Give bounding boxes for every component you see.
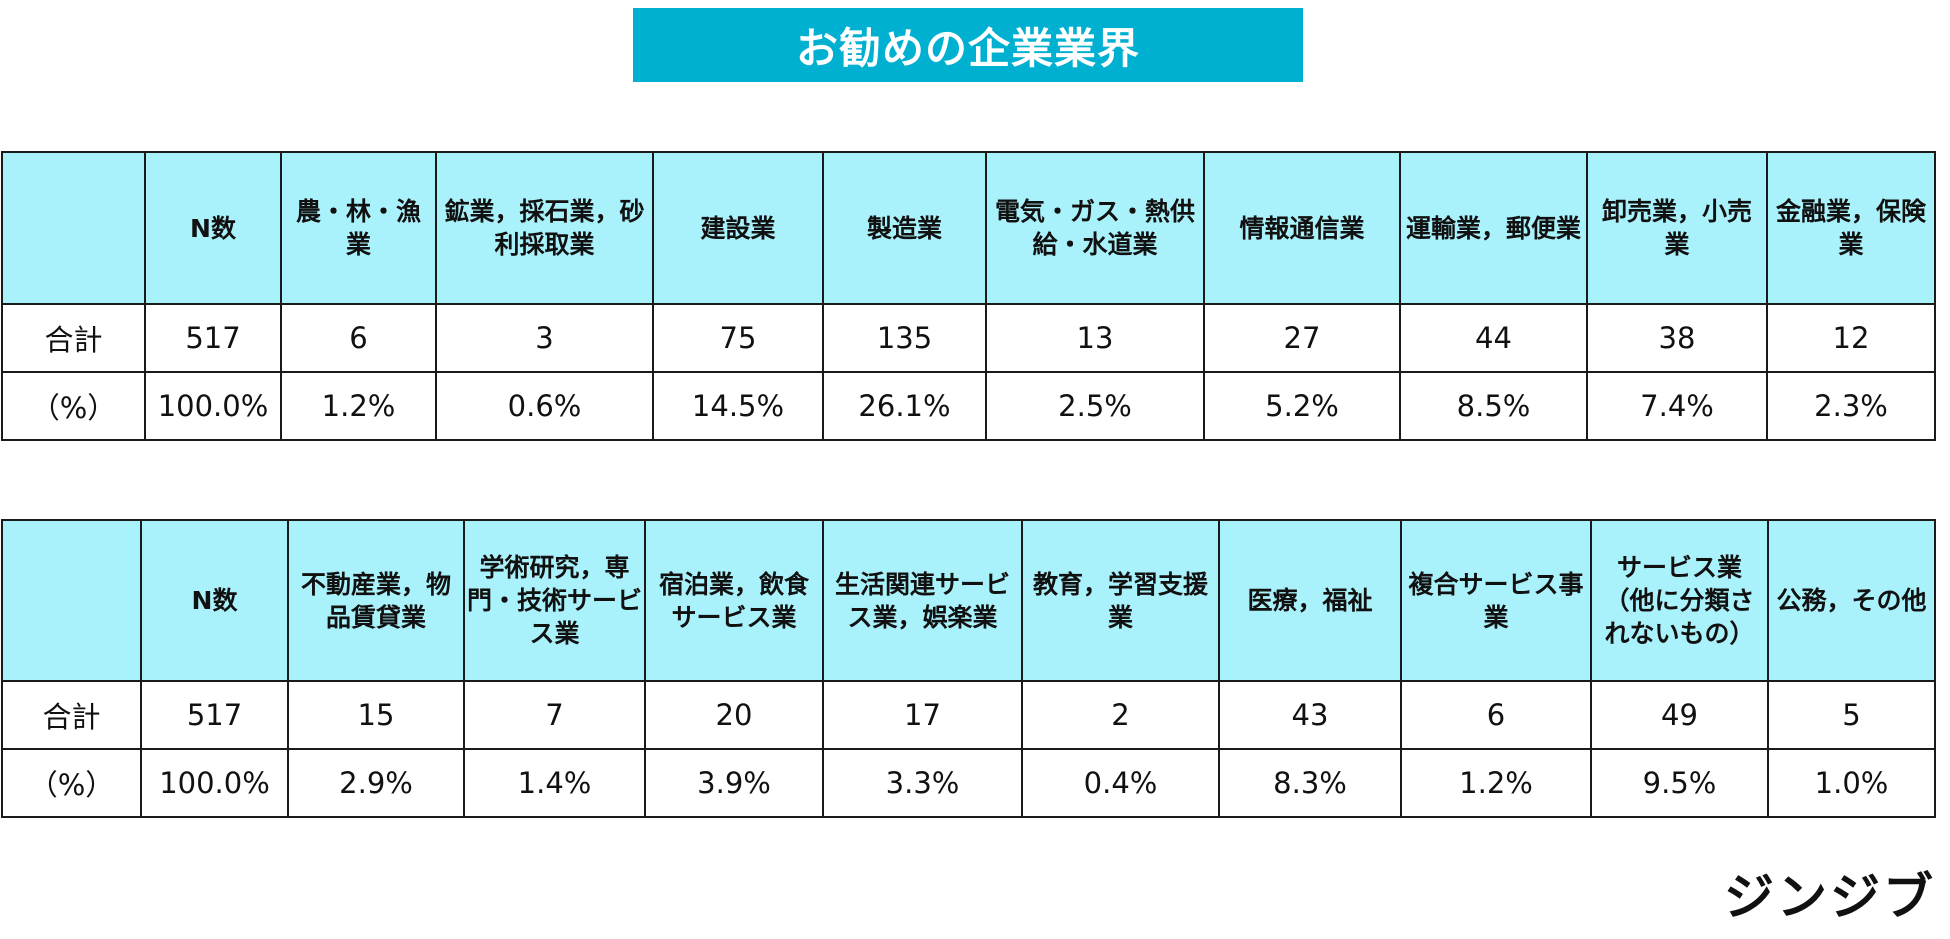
column-header: 不動産業，物品賃貸業	[287, 519, 465, 682]
table-cell: 3.3%	[822, 748, 1023, 818]
row-label: 合計	[1, 303, 146, 373]
table-cell: 8.3%	[1218, 748, 1402, 818]
table-cell: 6	[280, 303, 437, 373]
column-header: 学術研究，専門・技術サービス業	[463, 519, 646, 682]
table-cell: 75	[652, 303, 824, 373]
table-cell: 0.4%	[1021, 748, 1220, 818]
table-cell: 27	[1203, 303, 1401, 373]
table-header-row: N数 農・林・漁業 鉱業，採石業，砂利採取業 建設業 製造業 電気・ガス・熱供給・水道業情…	[1, 151, 1936, 305]
table-cell: 1.0%	[1767, 748, 1936, 818]
industry-table-2: N数 不動産業，物品賃貸業 学術研究，専門・技術サービス業 宿泊業，飲食サービス業 生活…	[1, 519, 1936, 818]
column-header: 農・林・漁業	[280, 151, 437, 305]
column-header: 製造業	[822, 151, 987, 305]
column-header: 宿泊業，飲食サービス業	[644, 519, 824, 682]
table-cell: 6	[1400, 680, 1592, 750]
chart-title: お勧めの企業業界	[633, 8, 1303, 82]
table-cell: 1.2%	[1400, 748, 1592, 818]
table-row-total: 合計 517 15 7 20 17 2 43 6 49 5	[1, 680, 1936, 750]
table-cell: 14.5%	[652, 371, 824, 441]
table-cell: 44	[1399, 303, 1588, 373]
table-cell: 2	[1021, 680, 1220, 750]
table-row-percent: （%） 100.0% 2.9% 1.4% 3.9% 3.3% 0.4% 8.3% 1.2% 9.5…	[1, 748, 1936, 818]
table-cell: 1.2%	[280, 371, 437, 441]
column-header: 教育，学習支援業	[1021, 519, 1220, 682]
table-cell: 13	[985, 303, 1205, 373]
table-cell: 38	[1586, 303, 1768, 373]
table-cell: 1.4%	[463, 748, 646, 818]
table-cell: 49	[1590, 680, 1769, 750]
table-cell: 100.0%	[140, 748, 289, 818]
table-cell: 5.2%	[1203, 371, 1401, 441]
column-header: 金融業，保険業	[1766, 151, 1936, 305]
table-row-total: 合計 517 6 3 75 135 13 27 44 38 12	[1, 303, 1936, 373]
table-cell: 5	[1767, 680, 1936, 750]
row-label: （%）	[1, 371, 146, 441]
table-cell: 17	[822, 680, 1023, 750]
column-header: 医療，福祉	[1218, 519, 1402, 682]
table-cell: 3.9%	[644, 748, 824, 818]
table-cell: 517	[140, 680, 289, 750]
table-cell: 20	[644, 680, 824, 750]
column-header: 公務，その他	[1767, 519, 1936, 682]
column-header: 卸売業，小売業	[1586, 151, 1768, 305]
table-row-percent: （%） 100.0% 1.2% 0.6% 14.5% 26.1% 2.5% 5.2% 8.5% 7…	[1, 371, 1936, 441]
column-header: N数	[144, 151, 282, 305]
table-cell: 7	[463, 680, 646, 750]
row-label: （%）	[1, 748, 142, 818]
column-header: 情報通信業	[1203, 151, 1401, 305]
table-cell: 43	[1218, 680, 1402, 750]
table-cell: 9.5%	[1590, 748, 1769, 818]
table-cell: 2.5%	[985, 371, 1205, 441]
table-cell: 0.6%	[435, 371, 654, 441]
table-cell: 7.4%	[1586, 371, 1768, 441]
table-cell: 12	[1766, 303, 1936, 373]
table-cell: 135	[822, 303, 987, 373]
column-header: N数	[140, 519, 289, 682]
column-header: 電気・ガス・熱供給・水道業	[985, 151, 1205, 305]
table-cell: 3	[435, 303, 654, 373]
row-label: 合計	[1, 680, 142, 750]
column-header: 運輸業，郵便業	[1399, 151, 1588, 305]
table-cell: 15	[287, 680, 465, 750]
industry-table-1: N数 農・林・漁業 鉱業，採石業，砂利採取業 建設業 製造業 電気・ガス・熱供給・水道業情…	[1, 151, 1936, 441]
column-header: 建設業	[652, 151, 824, 305]
brand-logo: ジンジブ	[1724, 868, 1936, 926]
table-cell: 100.0%	[144, 371, 282, 441]
table-cell: 26.1%	[822, 371, 987, 441]
table-cell: 8.5%	[1399, 371, 1588, 441]
table-cell: 517	[144, 303, 282, 373]
column-header: 鉱業，採石業，砂利採取業	[435, 151, 654, 305]
table-cell: 2.3%	[1766, 371, 1936, 441]
column-header: 生活関連サービス業，娯楽業	[822, 519, 1023, 682]
table-header-row: N数 不動産業，物品賃貸業 学術研究，専門・技術サービス業 宿泊業，飲食サービス業 生活…	[1, 519, 1936, 682]
column-header	[1, 519, 142, 682]
column-header	[1, 151, 146, 305]
column-header: 複合サービス事業	[1400, 519, 1592, 682]
column-header: サービス業（他に分類されないもの）	[1590, 519, 1769, 682]
table-cell: 2.9%	[287, 748, 465, 818]
